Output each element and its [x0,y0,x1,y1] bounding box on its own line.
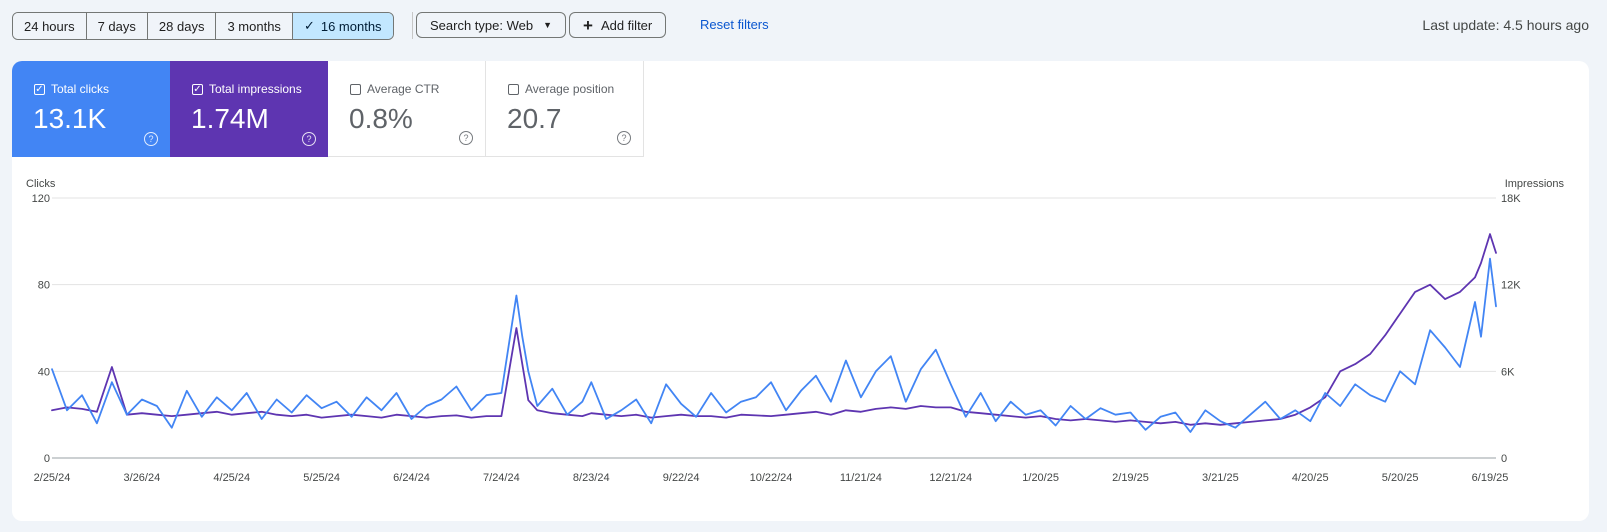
metric-label: Average position [525,82,615,96]
metric-average-position[interactable]: Average position 20.7 ? [486,61,644,157]
right-tick-label: 0 [1501,453,1507,465]
x-tick-label: 3/21/25 [1202,472,1239,484]
range-label: 16 months [320,18,382,34]
metric-total-impressions[interactable]: ✓ Total impressions 1.74M ? [170,61,328,157]
metric-label: Average CTR [367,82,440,96]
range-16-months-button[interactable]: ✓ 16 months [292,13,393,39]
checkbox-unchecked-icon[interactable] [508,84,519,95]
x-tick-label: 1/20/25 [1022,472,1059,484]
x-tick-label: 6/19/25 [1472,472,1509,484]
metric-value: 1.74M [191,103,269,134]
range-label: 24 hours [24,18,75,34]
performance-card: ✓ Total clicks 13.1K ? ✓ Total impressio… [12,61,1589,521]
filter-toolbar: 24 hours 7 days 28 days 3 months ✓ 16 mon… [12,12,1607,40]
range-label: 28 days [158,18,205,34]
x-tick-label: 3/26/24 [124,472,161,484]
x-tick-label: 2/25/24 [34,472,71,484]
left-tick-label: 40 [38,366,50,378]
checkbox-checked-icon[interactable]: ✓ [34,84,45,95]
x-tick-label: 5/20/25 [1382,472,1419,484]
metric-value: 0.8% [349,103,413,134]
x-tick-label: 4/20/25 [1292,472,1329,484]
right-tick-label: 6K [1501,366,1515,378]
help-icon[interactable]: ? [302,132,316,146]
add-filter-label: Add filter [600,17,653,33]
range-28-days-button[interactable]: 28 days [147,13,217,39]
search-type-dropdown[interactable]: Search type: Web ▼ [416,12,567,38]
last-update-text: Last update: 4.5 hours ago [1422,17,1589,33]
left-axis-ticks: 120 80 40 0 [32,193,50,465]
x-tick-label: 5/25/24 [303,472,340,484]
left-tick-label: 120 [32,193,50,205]
help-icon[interactable]: ? [144,132,158,146]
x-tick-label: 8/23/24 [573,472,610,484]
date-range-selector: 24 hours 7 days 28 days 3 months ✓ 16 mon… [12,12,394,40]
right-tick-label: 18K [1501,193,1521,205]
metric-value: 13.1K [33,103,107,134]
x-tick-label: 2/19/25 [1112,472,1149,484]
x-tick-label: 7/24/24 [483,472,520,484]
range-label: 3 months [227,18,281,34]
x-tick-label: 6/24/24 [393,472,430,484]
right-tick-label: 12K [1501,280,1521,292]
help-icon[interactable]: ? [617,131,631,145]
x-tick-label: 4/25/24 [213,472,250,484]
right-axis-ticks: 18K 12K 6K 0 [1501,193,1521,465]
series-lines [51,233,1497,433]
right-axis-label: Impressions [1505,178,1565,190]
range-24-hours-button[interactable]: 24 hours [13,13,87,39]
x-tick-label: 11/21/24 [840,472,882,484]
range-7-days-button[interactable]: 7 days [86,13,148,39]
metric-label: Total clicks [51,82,110,96]
clicks-series-line [51,257,1497,433]
dropdown-arrow-icon: ▼ [543,20,553,30]
checkbox-unchecked-icon[interactable] [350,84,361,95]
x-tick-label: 10/22/24 [750,472,793,484]
reset-filters-link[interactable]: Reset filters [700,17,769,32]
metric-value: 20.7 [507,103,562,134]
check-icon: ✓ [303,18,315,33]
metric-total-clicks[interactable]: ✓ Total clicks 13.1K ? [12,61,170,157]
range-3-months-button[interactable]: 3 months [216,13,293,39]
x-tick-label: 9/22/24 [663,472,700,484]
help-icon[interactable]: ? [459,131,473,145]
metric-label: Total impressions [209,82,302,96]
add-filter-button[interactable]: + Add filter [569,12,667,38]
x-tick-label: 12/21/24 [929,472,972,484]
range-label: 7 days [97,18,136,34]
toolbar-divider [412,12,413,39]
plus-icon: + [583,15,593,35]
left-tick-label: 0 [44,453,50,465]
checkbox-checked-icon[interactable]: ✓ [192,84,203,95]
left-axis-label: Clicks [26,178,56,190]
performance-line-chart[interactable]: Clicks Impressions 120 80 40 0 18K 12K 6K 0 2/… [12,61,1589,521]
metric-average-ctr[interactable]: Average CTR 0.8% ? [328,61,486,157]
gridlines [52,197,1496,459]
left-tick-label: 80 [38,280,50,292]
search-type-label: Search type: Web [430,17,534,33]
impressions-series-line [51,233,1497,426]
x-axis-ticks: 2/25/24 3/26/24 4/25/24 5/25/24 6/24/24 7/24/… [34,472,1509,484]
